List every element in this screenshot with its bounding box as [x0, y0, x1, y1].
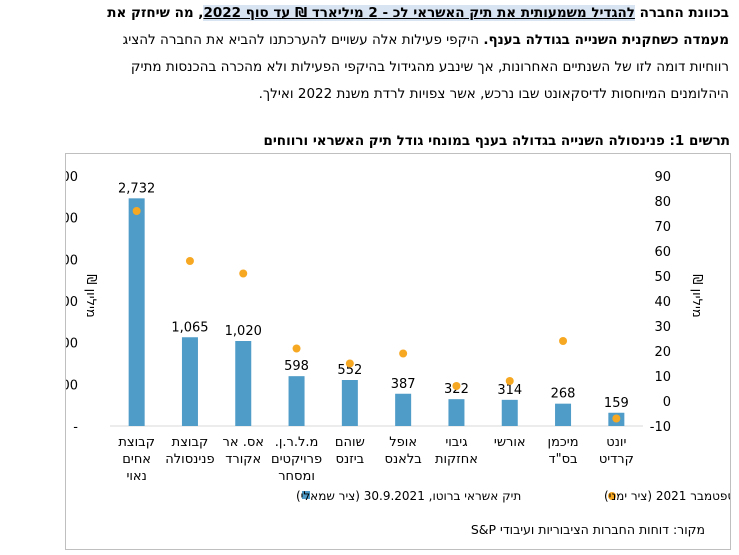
category-label: יונט [606, 435, 626, 450]
paragraph-line-3: רווחיות דומה לזו של השנתיים האחרונות, אך… [130, 59, 729, 75]
line1-highlight: להגדיל משמעותית את תיק האשראי לכ - 2 מיל… [203, 5, 635, 21]
legend-profit-label: רווח נקי, ינואר-ספטמבר 2021 (ציר ימני) [604, 489, 730, 503]
category-label: קבוצת [118, 435, 155, 450]
right-tick-label: 30 [654, 320, 671, 335]
bar-value-label: 598 [284, 359, 309, 374]
profit-dot [505, 377, 514, 385]
bar [128, 198, 145, 426]
legend-bar-marker [302, 491, 310, 499]
right-tick-label: 90 [654, 170, 671, 185]
category-label: ומסחר [278, 469, 315, 484]
legend-dot-marker [608, 492, 616, 500]
paragraph-line-2: מעמדה כשחקנית השנייה בגודלה בענף. היקפי … [0, 27, 729, 54]
line1-end: , מה שיחזק את [107, 5, 204, 21]
category-label: נאוי [126, 469, 146, 484]
line2-bold: מעמדה כשחקנית השנייה בגודלה בענף. [483, 32, 729, 48]
chart-svg: - 500 1,000 1,500 2,000 2,500 3,000 -10 0 10 20 30 4… [41, 170, 739, 503]
left-axis-title: מיליון ₪ [83, 274, 98, 317]
category-label: מ.ל.ר.ן. [275, 435, 319, 450]
bar [448, 399, 465, 426]
right-tick-label: -10 [650, 420, 671, 435]
bar-value-label: 2,732 [118, 181, 155, 196]
profit-dot [132, 207, 141, 215]
bar [555, 403, 572, 426]
category-label: פרויקטים [271, 452, 322, 467]
category-label: אופל [389, 435, 417, 450]
category-label: גיבוי [445, 435, 467, 450]
right-tick-label: 50 [654, 270, 671, 285]
category-label: אורשי [494, 435, 526, 450]
right-axis-title: מיליון ₪ [689, 274, 704, 317]
category-label: פנינסולה [165, 452, 214, 467]
paragraph-line-4: היהלומנים המיוחסות לדיסקאונט שבו נרכש, א… [258, 86, 729, 102]
bar [181, 337, 198, 426]
category-label: אחים [122, 452, 151, 467]
left-tick-label: 3,000 [66, 170, 78, 185]
line2-rest: היקפי פעילות אלה עשויים להערכתנו להביא א… [122, 32, 484, 48]
bar-value-label: 1,065 [171, 320, 208, 335]
bar-value-label: 1,020 [225, 324, 262, 339]
category-label: בס"ד [549, 452, 578, 467]
left-tick-label: 500 [66, 378, 78, 393]
profit-dot [399, 349, 408, 358]
right-tick-label: 40 [654, 295, 671, 310]
source-note: מקור: דוחות החברות הציבוריות ועיבודי S&P [470, 522, 705, 537]
bar-value-label: 387 [391, 377, 416, 392]
bar [501, 399, 518, 426]
left-tick-label: 1,000 [66, 337, 78, 352]
profit-dot [345, 359, 354, 368]
category-label: קבוצת [172, 435, 209, 450]
profit-dot [612, 414, 621, 423]
line1-start: בכוונת החברה [634, 5, 729, 21]
category-label: מיכמן [548, 435, 579, 450]
profit-dot [292, 344, 301, 353]
right-tick-label: 80 [654, 195, 671, 210]
right-tick-label: 20 [654, 345, 671, 360]
figure-title: תרשים 1: פנינסולה השנייה בגדולה בענף במו… [263, 133, 730, 149]
bar [341, 380, 358, 426]
left-tick-label: - [73, 420, 78, 435]
profit-dot [239, 269, 248, 278]
paragraph-line-1: בכוונת החברה להגדיל משמעותית את תיק האשר… [0, 0, 729, 27]
category-label: שוהם [335, 435, 365, 450]
intro-paragraph: בכוונת החברה להגדיל משמעותית את תיק האשר… [0, 0, 729, 108]
legend-credit-label: תיק אשראי ברוטו, 30.9.2021 (ציר שמאלי) [296, 489, 521, 503]
bar [235, 341, 252, 426]
bar-value-label: 159 [604, 396, 629, 411]
chart-frame: - 500 1,000 1,500 2,000 2,500 3,000 -10 0 10 20 30 4… [41, 153, 739, 550]
category-label: בלאנס [385, 452, 422, 467]
profit-dot [452, 382, 461, 390]
category-label: אחזקות [435, 452, 478, 467]
left-tick-label: 1,500 [66, 295, 78, 310]
right-tick-label: 10 [654, 370, 671, 385]
bar [395, 393, 412, 426]
left-tick-label: 2,500 [66, 212, 78, 227]
category-label: אס. אר [223, 435, 264, 450]
right-tick-label: 0 [663, 395, 671, 410]
category-label: אקורד [225, 452, 261, 467]
profit-dot [559, 337, 568, 345]
bar-value-label: 268 [551, 387, 576, 402]
bar-value-label: 314 [497, 383, 522, 398]
profit-dot [185, 257, 194, 265]
category-label: ביזנס [336, 452, 365, 467]
left-tick-label: 2,000 [66, 253, 78, 268]
right-tick-label: 60 [654, 245, 671, 260]
category-label: קרדיט [599, 452, 634, 467]
right-tick-label: 70 [654, 220, 671, 235]
bar-value-label: 552 [337, 363, 362, 378]
bar [288, 376, 305, 426]
